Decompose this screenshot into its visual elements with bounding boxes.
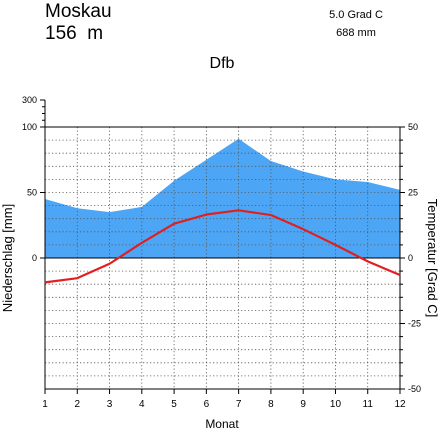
x-tick-label-10: 10 <box>330 399 342 410</box>
temp-tick-label--50: -50 <box>408 384 421 394</box>
x-tick-label-9: 9 <box>300 399 306 410</box>
y-axis-left-label: Niederschlag [mm] <box>0 204 15 312</box>
x-tick-label-6: 6 <box>204 399 210 410</box>
annual-temperature: 5.0 Grad C <box>329 9 383 21</box>
precip-tick-label-100: 100 <box>22 122 37 132</box>
x-tick-label-12: 12 <box>394 399 406 410</box>
station-elevation: 156 m <box>45 23 103 44</box>
precip-tick-label-0: 0 <box>32 253 37 263</box>
x-tick-label-7: 7 <box>236 399 242 410</box>
station-name: Moskau <box>45 1 112 22</box>
x-tick-label-11: 11 <box>363 399 374 410</box>
annual-precipitation: 688 mm <box>336 27 376 39</box>
temp-tick-label--25: -25 <box>408 319 421 329</box>
x-tick-label-8: 8 <box>268 399 274 410</box>
x-tick-label-5: 5 <box>171 399 177 410</box>
chart-title: Dfb <box>210 55 235 72</box>
temp-tick-label-50: 50 <box>408 122 418 132</box>
x-tick-label-2: 2 <box>74 399 80 410</box>
temperature-line-layer <box>44 209 401 284</box>
x-tick-label-3: 3 <box>107 399 113 410</box>
x-tick-label-4: 4 <box>139 399 145 410</box>
x-axis-label: Monat <box>205 417 239 430</box>
y-axis-right-label: Temperatur [Grad C] <box>425 199 439 318</box>
x-tick-label-1: 1 <box>42 399 48 410</box>
precip-tick-label-300: 300 <box>22 95 37 105</box>
temperature-line <box>44 209 401 284</box>
precip-tick-label-50: 50 <box>27 188 37 198</box>
temp-tick-label-0: 0 <box>408 253 413 263</box>
precipitation-area <box>45 138 400 258</box>
temp-tick-label-25: 25 <box>408 188 418 198</box>
precipitation-area-layer <box>44 138 401 258</box>
